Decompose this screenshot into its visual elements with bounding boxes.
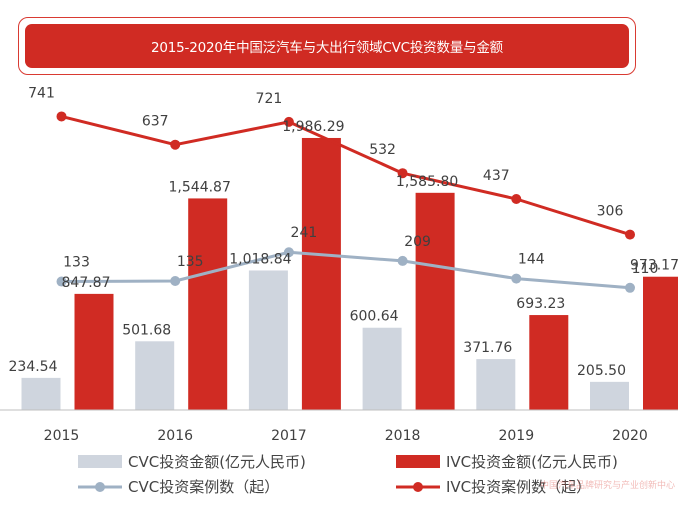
bar-label-ivc-2018: 1,585.80 [396,174,458,190]
point-ivc-2017 [283,116,294,127]
bar-label-cvc-2019: 371.76 [463,340,512,356]
point-label-cvc-2019: 144 [518,252,545,268]
point-cvc-2018 [397,255,408,266]
line-cvc-count [61,250,631,290]
bar-cvc-2016 [135,341,175,410]
bar-ivc-2017 [301,137,341,410]
bar-ivc-2015 [74,293,114,410]
legend-cvc-count: CVC投资案例数（起） [78,476,279,497]
legend-line-cvc-count [78,481,122,492]
point-label-cvc-2016: 135 [177,254,204,270]
point-cvc-2015 [56,276,67,287]
chart-title-frame: 2015-2020年中国泛汽车与大出行领域CVC投资数量与金额 [18,17,636,75]
point-label-cvc-2015: 133 [63,255,90,271]
point-ivc-2020 [625,229,635,240]
legend-ivc-count: IVC投资案例数（起） [396,476,591,497]
point-ivc-2016 [170,139,181,150]
point-ivc-2019 [511,194,522,205]
bar-cvc-2020 [590,381,629,410]
bar-cvc-2018 [362,327,402,410]
legend-cvc-amount: CVC投资金额(亿元人民币) [78,451,306,472]
x-tick-label-2018: 2018 [385,428,421,444]
point-label-ivc-2017: 721 [256,91,283,107]
bar-label-ivc-2016: 1,544.87 [169,179,231,195]
bar-label-ivc-2020: 973.17 [630,258,678,274]
point-label-ivc-2015: 741 [28,85,55,101]
line-ivc-count [61,114,631,237]
point-label-ivc-2018: 532 [369,142,396,158]
bar-label-cvc-2020: 205.50 [577,363,626,379]
point-ivc-2015 [56,111,67,122]
point-label-cvc-2020: 110 [632,261,659,277]
legend-label-cvc-count: CVC投资案例数（起） [128,478,280,496]
point-ivc-2018 [397,168,408,179]
bar-ivc-2018 [415,192,455,410]
x-tick-label-2016: 2016 [157,428,193,444]
x-tick-label-2020: 2020 [612,428,648,444]
point-label-ivc-2020: 306 [597,204,624,220]
bar-cvc-2019 [476,359,516,410]
bar-ivc-2020 [643,276,678,410]
legend-label-ivc-count: IVC投资案例数（起） [446,478,592,496]
watermark: 中国汽车品牌研究与产业创新中心 [540,481,676,491]
x-tick-label-2015: 2015 [44,428,80,444]
legend-label-cvc-amount: CVC投资金额(亿元人民币) [128,453,306,471]
bar-cvc-2017 [248,270,288,410]
point-cvc-2019 [511,273,522,284]
x-tick-label-2017: 2017 [271,428,307,444]
legend-ivc-amount: IVC投资金额(亿元人民币) [396,451,618,472]
legend-swatch-ivc-amount [396,455,440,468]
legend-swatch-cvc-amount [78,455,122,468]
point-cvc-2020 [625,282,635,293]
bar-label-cvc-2017: 1,018.84 [229,251,291,267]
point-label-ivc-2019: 437 [483,168,510,184]
point-label-cvc-2017: 241 [291,225,318,241]
bar-ivc-2019 [529,315,569,410]
chart-title: 2015-2020年中国泛汽车与大出行领域CVC投资数量与金额 [25,24,629,68]
x-tick-label-2019: 2019 [498,428,534,444]
legend-label-ivc-amount: IVC投资金额(亿元人民币) [446,453,618,471]
bar-label-cvc-2016: 501.68 [122,322,171,338]
point-label-cvc-2018: 209 [404,234,431,250]
bar-label-cvc-2018: 600.64 [350,309,399,325]
point-cvc-2016 [170,276,181,287]
point-label-ivc-2016: 637 [142,114,169,130]
bar-label-cvc-2015: 234.54 [9,359,58,375]
bar-label-ivc-2019: 693.23 [516,296,565,312]
legend-line-ivc-count [396,481,440,492]
bar-cvc-2015 [21,377,61,410]
bar-label-ivc-2017: 1,986.29 [282,119,344,135]
bar-ivc-2016 [188,198,228,410]
point-cvc-2017 [283,247,294,258]
bar-label-ivc-2015: 847.87 [62,275,111,291]
